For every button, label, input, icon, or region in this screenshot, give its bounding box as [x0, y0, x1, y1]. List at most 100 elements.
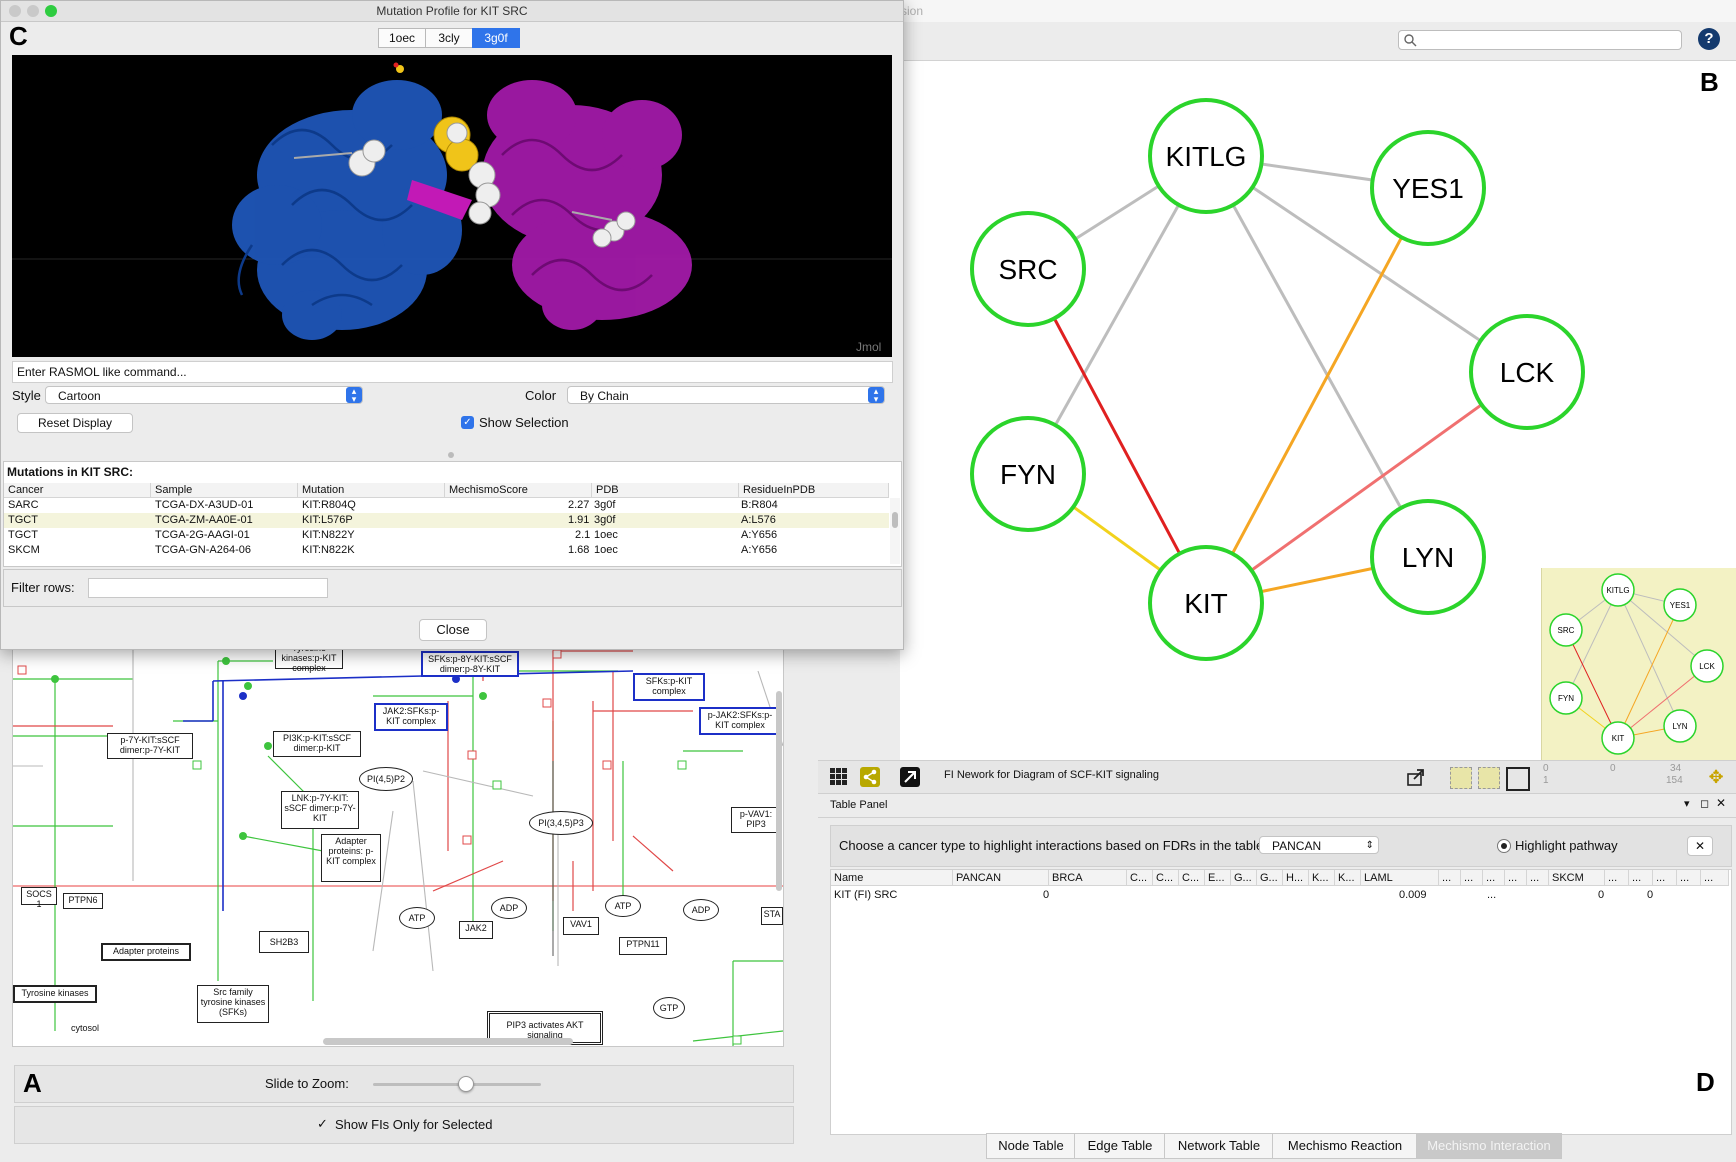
pathway-node[interactable]: PTPN11 — [619, 937, 667, 955]
structure-tab-1oec[interactable]: 1oec — [378, 28, 426, 48]
table-row[interactable]: TGCT TCGA-ZM-AA0E-01 KIT:L576P 1.91 3g0f… — [4, 513, 889, 528]
float-icon[interactable]: ◻ — [1700, 798, 1710, 810]
col-header[interactable]: G... — [1257, 870, 1283, 886]
pathway-node[interactable]: p-VAV1: PIP3 — [731, 807, 781, 833]
mut-col-header[interactable]: Cancer — [4, 483, 151, 498]
pathway-node[interactable]: PI(4,5)P2 — [359, 767, 413, 791]
edge-yes1-kit[interactable] — [1204, 187, 1430, 604]
col-header[interactable]: PANCAN — [953, 870, 1049, 886]
edge-src-kit[interactable] — [1026, 268, 1208, 604]
pathway-node[interactable]: Src family tyrosine kinases (SFKs) — [197, 985, 269, 1023]
pathway-node[interactable]: SH2B3 — [259, 931, 309, 953]
edge-kitlg-fyn[interactable] — [1026, 155, 1208, 475]
col-header[interactable]: K... — [1309, 870, 1335, 886]
col-header[interactable]: G... — [1231, 870, 1257, 886]
network-minimap[interactable]: KITLG YES1 SRC LCK FYN LYN KIT — [1541, 568, 1736, 760]
col-header[interactable]: ... — [1439, 870, 1461, 886]
cancer-type-select[interactable]: PANCAN ⇕ — [1259, 836, 1379, 854]
search-input[interactable] — [1398, 30, 1682, 50]
edge-kitlg-lyn[interactable] — [1204, 155, 1430, 558]
network-node-yes1[interactable]: YES1 — [1370, 130, 1486, 246]
close-window-icon[interactable] — [9, 5, 21, 17]
col-header[interactable]: Name — [831, 870, 953, 886]
structure-tab-3cly[interactable]: 3cly — [425, 28, 473, 48]
highlight-pathway-radio[interactable] — [1497, 839, 1511, 853]
pathway-node[interactable]: JAK2 — [459, 921, 493, 939]
pathway-node[interactable]: STA — [761, 907, 783, 925]
mut-col-header[interactable]: PDB — [592, 483, 739, 498]
network-node-lck[interactable]: LCK — [1469, 314, 1585, 430]
col-header[interactable]: C... — [1153, 870, 1179, 886]
col-header[interactable]: H... — [1283, 870, 1309, 886]
pathway-node[interactable]: ADP — [683, 899, 719, 921]
pathway-node[interactable]: GTP — [653, 997, 685, 1019]
pathway-node[interactable]: SFKs:p-KIT complex — [633, 673, 705, 701]
pathway-node[interactable]: Tyrosine kinases — [13, 985, 97, 1003]
tab-mechismo-interaction[interactable]: Mechismo Interaction — [1416, 1133, 1562, 1159]
zoom-slider-track[interactable] — [373, 1083, 541, 1086]
style-select[interactable]: Cartoon ▴ ▾ — [45, 386, 363, 404]
mutations-scrollbar[interactable] — [890, 498, 900, 564]
export-icon[interactable] — [1406, 767, 1426, 787]
navigate-icon[interactable]: ✥ — [1708, 767, 1724, 787]
tab-mechismo-reaction[interactable]: Mechismo Reaction — [1272, 1133, 1418, 1159]
pathway-node[interactable]: PI3K:p-KIT:sSCF dimer:p-KIT — [273, 731, 361, 757]
network-canvas[interactable]: KITLG YES1 SRC LCK FYN LYN — [900, 61, 1736, 761]
structure-tab-3g0f[interactable]: 3g0f — [472, 28, 520, 48]
pathway-node[interactable]: ADP — [491, 897, 527, 919]
pathway-node[interactable]: ATP — [399, 907, 435, 929]
col-header[interactable]: ... — [1629, 870, 1653, 886]
select-edges-icon[interactable] — [1478, 767, 1500, 789]
clear-highlight-button[interactable]: ✕ — [1687, 836, 1713, 856]
color-select[interactable]: By Chain ▴ ▾ — [567, 386, 885, 404]
table-row[interactable]: SARC TCGA-DX-A3UD-01 KIT:R804Q 2.27 3g0f… — [4, 498, 889, 513]
select-all-icon[interactable] — [1506, 767, 1530, 791]
checkmark-icon[interactable]: ✓ — [317, 1116, 328, 1131]
zoom-window-icon[interactable] — [45, 5, 57, 17]
rasmol-command-input[interactable]: Enter RASMOL like command... — [12, 361, 893, 383]
col-header[interactable]: ... — [1527, 870, 1549, 886]
splitter-handle[interactable] — [448, 452, 454, 458]
col-header[interactable]: ... — [1461, 870, 1483, 886]
pathway-node[interactable]: PI(3,4,5)P3 — [529, 811, 593, 835]
filter-input[interactable] — [88, 578, 328, 598]
col-header[interactable]: C... — [1179, 870, 1205, 886]
minimize-window-icon[interactable] — [27, 5, 39, 17]
pathway-node[interactable]: p-JAK2:SFKs:p-KIT complex — [699, 707, 781, 735]
pathway-node[interactable]: VAV1 — [563, 917, 599, 935]
mut-col-header[interactable]: Mutation — [298, 483, 445, 498]
edge-lck-kit[interactable] — [1205, 370, 1528, 605]
close-panel-icon[interactable]: ✕ — [1716, 796, 1727, 810]
edge-kitlg-lck[interactable] — [1205, 154, 1528, 374]
pathway-node[interactable]: Adapter proteins: p-KIT complex — [321, 834, 381, 882]
col-header[interactable]: ... — [1483, 870, 1505, 886]
reset-display-button[interactable]: Reset Display — [17, 413, 133, 433]
mut-col-header[interactable]: ResidueInPDB — [739, 483, 889, 498]
mutations-table[interactable]: Mutations in KIT SRC: Cancer Sample Muta… — [3, 461, 902, 567]
col-header[interactable]: ... — [1653, 870, 1677, 886]
help-icon[interactable]: ? — [1698, 28, 1720, 50]
col-header[interactable]: BRCA — [1049, 870, 1127, 886]
col-header[interactable]: ... — [1505, 870, 1527, 886]
share-icon[interactable] — [860, 767, 880, 787]
pathway-node[interactable]: ATP — [605, 895, 641, 917]
grid-icon[interactable] — [830, 768, 848, 786]
network-node-fyn[interactable]: FYN — [970, 416, 1086, 532]
col-header[interactable]: E... — [1205, 870, 1231, 886]
tab-edge-table[interactable]: Edge Table — [1074, 1133, 1166, 1159]
col-header[interactable]: LAML — [1361, 870, 1439, 886]
expand-icon[interactable] — [900, 767, 920, 787]
vertical-scrollbar[interactable] — [776, 691, 782, 891]
col-header[interactable]: C... — [1127, 870, 1153, 886]
network-node-kitlg[interactable]: KITLG — [1148, 98, 1264, 214]
col-header[interactable]: ... — [1701, 870, 1729, 886]
show-selection-checkbox[interactable]: ✓ — [461, 416, 474, 429]
fi-table[interactable]: Name PANCAN BRCA C... C... C... E... G..… — [830, 869, 1732, 1135]
mut-col-header[interactable]: Sample — [151, 483, 298, 498]
col-header[interactable]: SKCM — [1549, 870, 1605, 886]
select-nodes-icon[interactable] — [1450, 767, 1472, 789]
network-node-lyn[interactable]: LYN — [1370, 499, 1486, 615]
table-row[interactable]: SKCM TCGA-GN-A264-06 KIT:N822K 1.68 1oec… — [4, 543, 889, 558]
zoom-slider-thumb[interactable] — [458, 1076, 475, 1092]
table-row-name[interactable]: KIT (FI) SRC — [834, 889, 898, 901]
